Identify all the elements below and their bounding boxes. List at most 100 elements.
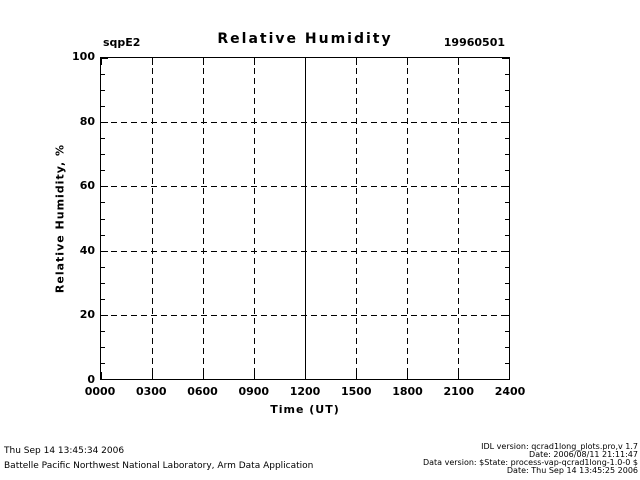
y-minor-tick-left [101,74,105,76]
footer-timestamp: Thu Sep 14 13:45:34 2006 [4,446,125,456]
y-tick-label: 20 [79,308,95,322]
y-gridline [101,186,509,188]
y-tick-label: 0 [87,373,95,386]
y-major-tick-left [101,58,108,59]
x-major-tick-top [152,58,153,65]
idl-version-line: IDL version: qcrad1long_plots.pro,v 1.7 [481,442,638,451]
y-minor-tick-right [505,154,509,156]
y-minor-tick-right [505,202,509,204]
plot-title: Relative Humidity [217,31,393,47]
data-version-line: Data version: $State: process-vap-qcrad1… [422,458,638,467]
x-tick-label: 0900 [238,385,270,398]
y-major-tick-right [502,314,509,316]
x-major-tick-top [509,58,510,65]
y-gridline [101,250,509,252]
y-minor-tick-left [101,170,105,172]
y-minor-tick-right [505,266,509,268]
x-gridline [254,58,255,379]
x-tick-label: 1500 [340,385,372,398]
y-tick-label: 100 [72,50,95,63]
x-tick-label: 1200 [289,385,321,398]
y-major-tick-right [502,186,509,188]
process-date-line: Date: Thu Sep 14 13:45:25 2006 [506,466,638,475]
x-major-tick-bottom [305,372,306,379]
x-tick-label: 0000 [84,385,116,398]
y-minor-tick-left [101,234,105,236]
x-tick-label: 2400 [494,385,526,398]
y-minor-tick-right [505,74,509,76]
y-major-tick-left [101,122,108,124]
x-major-tick-bottom [254,372,255,379]
x-major-tick-bottom [101,372,102,379]
x-major-tick-bottom [509,372,510,379]
y-minor-tick-left [101,266,105,268]
x-major-tick-top [407,58,408,65]
y-minor-tick-left [101,138,105,140]
y-tick-label: 40 [79,243,95,257]
y-minor-tick-left [101,218,105,220]
y-tick-label: 60 [79,179,95,193]
y-minor-tick-left [101,298,105,300]
y-major-tick-left [101,379,108,380]
x-major-tick-top [356,58,357,65]
y-tick-label: 80 [79,114,95,128]
date-label: 19960501 [443,36,505,49]
y-minor-tick-right [505,138,509,140]
y-axis-title: Relative Humidity, % [53,143,67,294]
y-minor-tick-left [101,154,105,156]
y-minor-tick-right [505,234,509,236]
y-major-tick-right [502,379,509,380]
x-gridline [152,58,153,379]
y-major-tick-right [502,122,509,124]
y-gridline [101,314,509,316]
x-major-tick-top [203,58,204,65]
x-gridline [458,58,459,379]
y-minor-tick-right [505,90,509,92]
x-major-tick-top [254,58,255,65]
y-minor-tick-left [101,106,105,108]
footer-version-info: IDL version: qcrad1long_plots.pro,v 1.7 … [423,443,638,475]
y-minor-tick-left [101,90,105,92]
x-gridline [305,58,306,379]
x-major-tick-top [305,58,306,65]
x-major-tick-bottom [458,372,459,379]
plot-area [100,57,510,380]
x-major-tick-bottom [203,372,204,379]
x-axis-title: Time (UT) [270,403,340,416]
x-tick-label: 1800 [392,385,423,398]
x-tick-label: 2100 [443,385,475,398]
y-minor-tick-right [505,282,509,284]
footer-organization: Battelle Pacific Northwest National Labo… [4,461,314,471]
y-minor-tick-right [505,170,509,172]
y-gridline [101,122,509,124]
idl-date-line: Date: 2006/08/11 21:11:47 [529,450,638,459]
y-minor-tick-right [505,106,509,108]
x-gridline [407,58,408,379]
x-major-tick-bottom [152,372,153,379]
y-minor-tick-right [505,218,509,220]
x-tick-label: 0600 [187,385,218,398]
y-minor-tick-right [505,362,509,364]
y-minor-tick-right [505,298,509,300]
x-major-tick-top [101,58,102,65]
y-major-tick-left [101,186,108,188]
y-minor-tick-right [505,346,509,348]
y-minor-tick-left [101,202,105,204]
x-gridline [203,58,204,379]
y-minor-tick-left [101,282,105,284]
y-minor-tick-left [101,362,105,364]
x-major-tick-top [458,58,459,65]
x-major-tick-bottom [407,372,408,379]
y-major-tick-left [101,250,108,252]
site-label: sqpE2 [103,36,141,49]
y-major-tick-right [502,58,509,59]
y-major-tick-left [101,314,108,316]
x-gridline [356,58,357,379]
x-major-tick-bottom [356,372,357,379]
y-minor-tick-left [101,346,105,348]
y-major-tick-right [502,250,509,252]
y-minor-tick-right [505,330,509,332]
x-tick-label: 0300 [135,385,167,398]
y-minor-tick-left [101,330,105,332]
